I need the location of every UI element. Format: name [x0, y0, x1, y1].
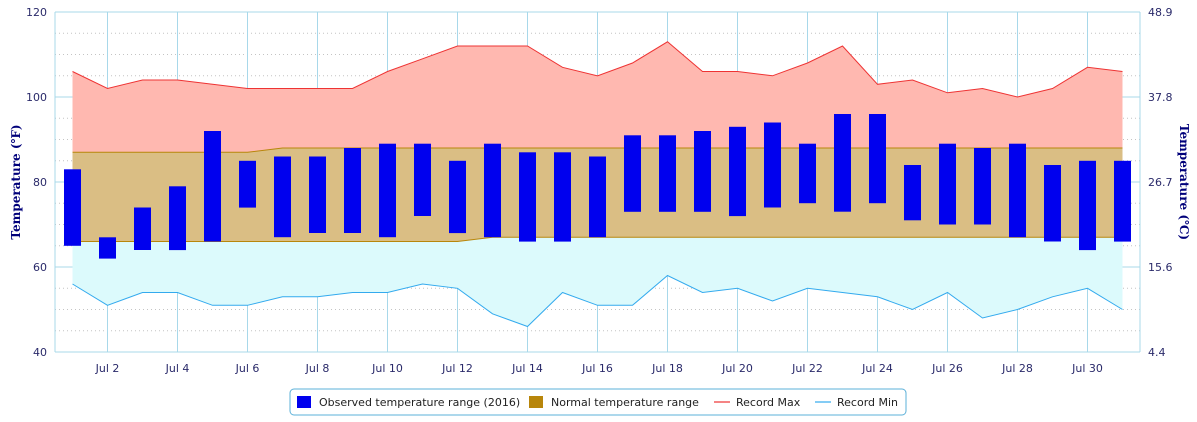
- y-tick-label-left: 80: [33, 176, 47, 189]
- legend-label: Record Max: [736, 396, 801, 409]
- x-tick-label: Jul 22: [791, 362, 823, 375]
- legend-swatch: [297, 396, 311, 408]
- record-min-band: [72, 237, 1123, 327]
- x-tick-label: Jul 8: [305, 362, 330, 375]
- record-max-band: [72, 41, 1123, 153]
- y-tick-label-left: 40: [33, 346, 47, 359]
- x-tick-label: Jul 14: [511, 362, 543, 375]
- y-tick-label-left: 120: [26, 6, 47, 19]
- observed-range-bar: [624, 135, 641, 212]
- x-tick-label: Jul 4: [165, 362, 190, 375]
- observed-range-bar: [799, 143, 816, 204]
- observed-range-bar: [834, 114, 851, 212]
- observed-range-bar: [764, 122, 781, 208]
- observed-range-bar: [1079, 160, 1096, 251]
- observed-range-bar: [1114, 160, 1131, 242]
- observed-range-bar: [379, 143, 396, 238]
- observed-range-bar: [64, 169, 81, 246]
- x-tick-label: Jul 20: [721, 362, 753, 375]
- x-tick-label: Jul 2: [95, 362, 120, 375]
- y-tick-label-right: 37.8: [1148, 91, 1173, 104]
- x-tick-label: Jul 26: [931, 362, 963, 375]
- observed-range-bar: [1044, 165, 1061, 242]
- normal-low-edge: [72, 236, 1123, 242]
- x-tick-label: Jul 10: [371, 362, 403, 375]
- record-min-line: [72, 274, 1123, 328]
- observed-range-bar: [309, 156, 326, 233]
- x-tick-label: Jul 28: [1001, 362, 1033, 375]
- x-tick-label: Jul 16: [581, 362, 613, 375]
- observed-range-bar: [449, 160, 466, 234]
- observed-range-bar: [414, 143, 431, 216]
- x-tick-label: Jul 6: [235, 362, 260, 375]
- legend: Observed temperature range (2016) Normal …: [289, 388, 907, 416]
- legend-swatch: [529, 396, 543, 408]
- legend-box: [289, 388, 907, 416]
- observed-range-bar: [274, 156, 291, 238]
- observed-range-bar: [134, 207, 151, 250]
- legend-label: Record Min: [837, 396, 898, 409]
- y-tick-label-left: 60: [33, 261, 47, 274]
- observed-range-bar: [99, 237, 116, 259]
- x-tick-label: Jul 12: [441, 362, 473, 375]
- observed-range-bar: [589, 156, 606, 238]
- x-tick-label: Jul 18: [651, 362, 683, 375]
- legend-label: Observed temperature range (2016): [319, 396, 520, 409]
- bar-layer: [64, 114, 1131, 259]
- observed-range-bar: [554, 152, 571, 242]
- observed-range-bar: [1009, 143, 1026, 238]
- x-tick-label: Jul 24: [861, 362, 893, 375]
- y-axis-title-right: Temperature (℃): [1177, 124, 1191, 240]
- observed-range-bar: [869, 114, 886, 204]
- observed-range-bar: [344, 148, 361, 233]
- record-max-line: [72, 41, 1123, 98]
- y-tick-label-right: 48.9: [1148, 6, 1173, 19]
- observed-range-bar: [904, 165, 921, 221]
- y-tick-label-left: 100: [26, 91, 47, 104]
- x-tick-label: Jul 30: [1071, 362, 1103, 375]
- legend-label: Normal temperature range: [551, 396, 699, 409]
- observed-range-bar: [974, 148, 991, 225]
- observed-range-bar: [694, 131, 711, 212]
- y-tick-label-right: 26.7: [1148, 176, 1173, 189]
- observed-range-bar: [169, 186, 186, 251]
- y-axis-title-left: Temperature (℉): [9, 124, 23, 239]
- y-tick-label-right: 4.4: [1148, 346, 1166, 359]
- observed-range-bar: [519, 152, 536, 242]
- observed-range-bar: [204, 131, 221, 242]
- observed-range-bar: [659, 135, 676, 212]
- axes-layer: 40 60 80 100 120 4.4 15.6 26.7 37.8 48.9 Jul 2 Jul …: [26, 6, 1173, 375]
- y-tick-label-right: 15.6: [1148, 261, 1173, 274]
- observed-range-bar: [729, 126, 746, 217]
- observed-range-bar: [484, 143, 501, 238]
- line-layer: [72, 41, 1123, 328]
- observed-range-bar: [239, 160, 256, 208]
- observed-range-bar: [939, 143, 956, 225]
